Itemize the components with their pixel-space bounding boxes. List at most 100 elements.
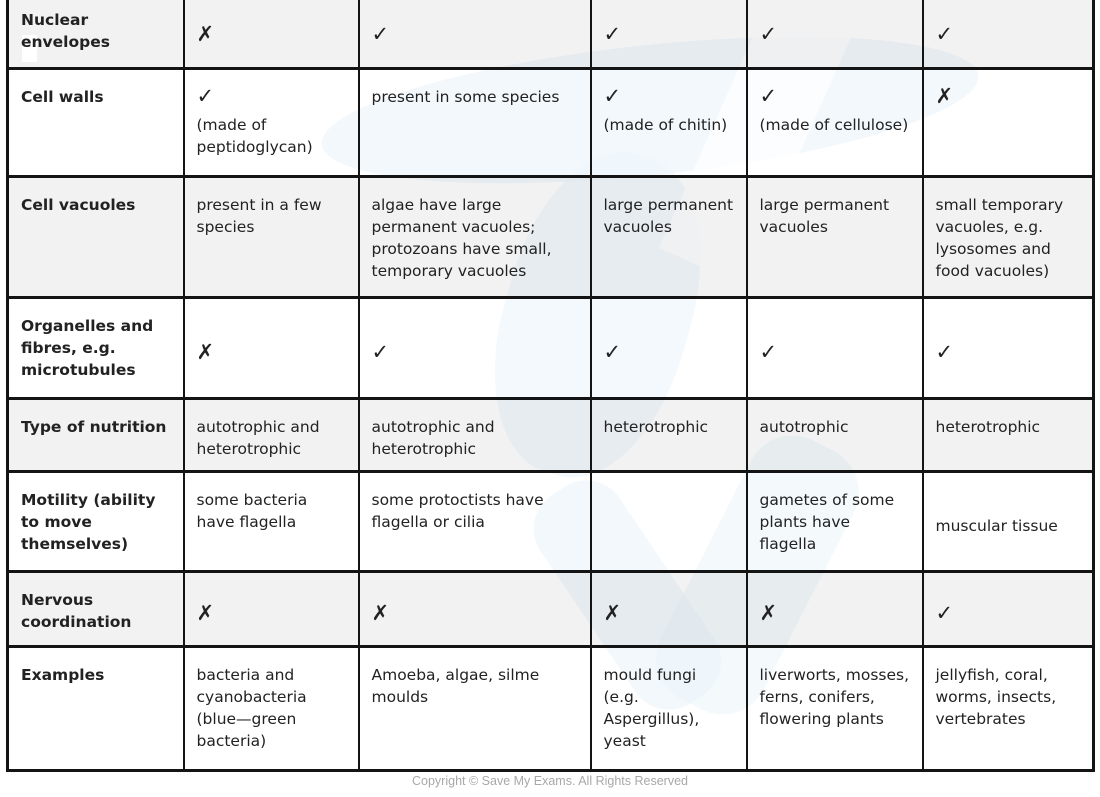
table-row: Cell walls ✓ (made of peptidoglycan) pres… — [6, 67, 1095, 178]
copyright-notice: Copyright © Save My Exams. All Rights Re… — [412, 774, 688, 788]
table-cell: ✗ — [357, 570, 592, 648]
table-row: Cell vacuoles present in a few species a… — [6, 175, 1095, 299]
table-cell: mould fungi (e.g. Aspergillus), yeast — [589, 645, 748, 772]
table-cell: ✓ (made of peptidoglycan) — [182, 67, 360, 178]
table-cell: Amoeba, algae, silme moulds — [357, 645, 592, 772]
row-header-examples: Examples — [6, 645, 185, 772]
check-mark: ✓ — [603, 21, 622, 46]
table-cell: ✓ — [357, 296, 592, 400]
cell-text: autotrophic and heterotrophic — [371, 418, 495, 458]
table-cell: ✗ — [182, 570, 360, 648]
table-cell: ✓ — [589, 296, 748, 400]
cross-mark: ✗ — [935, 84, 954, 108]
cross-mark: ✗ — [196, 21, 215, 46]
cell-text: (made of cellulose) — [759, 116, 909, 134]
row-header-label: Nervous coordination — [21, 591, 132, 631]
row-header-motility: Motility (ability to move themselves) — [6, 470, 185, 573]
cell-text: jellyfish, coral, worms, insects, verteb… — [935, 666, 1057, 728]
table-cell: ✓ (made of cellulose) — [745, 67, 924, 178]
check-mark: ✓ — [603, 84, 622, 108]
check-mark: ✓ — [759, 339, 778, 364]
table-cell: gametes of some plants have flagella — [745, 470, 924, 573]
cell-text: liverworts, mosses, ferns, conifers, flo… — [759, 666, 910, 728]
check-mark: ✓ — [196, 84, 215, 108]
cross-mark: ✗ — [196, 600, 215, 625]
table-cell: ✓ — [745, 0, 924, 70]
cell-text: large permanent vacuoles — [759, 196, 890, 236]
table-cell: ✗ — [589, 570, 748, 648]
table-cell: large permanent vacuoles — [589, 175, 748, 299]
table-cell: muscular tissue — [921, 470, 1095, 573]
table-cell: ✓ — [589, 0, 748, 70]
check-mark: ✓ — [935, 21, 954, 46]
cell-text: some bacteria have flagella — [196, 491, 308, 531]
comparison-table-wrapper: Nuclear envelopes ✗ ✓ ✓ ✓ ✓ Cell walls ✓… — [6, 0, 1095, 772]
cross-mark: ✗ — [603, 600, 622, 625]
cell-text: small temporary vacuoles, e.g. lysosomes… — [935, 196, 1064, 280]
table-cell: jellyfish, coral, worms, insects, verteb… — [921, 645, 1095, 772]
table-cell: ✓ — [921, 0, 1095, 70]
cell-text: algae have large permanent vacuoles; pro… — [371, 196, 552, 280]
row-header-label: Motility (ability to move themselves) — [21, 491, 156, 553]
cell-text: large permanent vacuoles — [603, 196, 734, 236]
cell-text: gametes of some plants have flagella — [759, 491, 895, 553]
table-cell: ✗ — [921, 67, 1095, 178]
table-cell: present in some species — [357, 67, 592, 178]
table-cell: autotrophic and heterotrophic — [357, 397, 592, 473]
cell-text: present in a few species — [196, 196, 322, 236]
highlight-artifact — [22, 35, 37, 62]
check-mark: ✓ — [371, 339, 390, 364]
table-row: Type of nutrition autotrophic and hetero… — [6, 397, 1095, 473]
check-mark: ✓ — [603, 339, 622, 364]
table-cell: ✗ — [182, 296, 360, 400]
table-cell: ✓ — [921, 296, 1095, 400]
table-cell: liverworts, mosses, ferns, conifers, flo… — [745, 645, 924, 772]
check-mark: ✓ — [759, 21, 778, 46]
row-header-organelles: Organelles and fibres, e.g. microtubules — [6, 296, 185, 400]
cell-text: Amoeba, algae, silme moulds — [371, 666, 540, 706]
table-cell: ✓ (made of chitin) — [589, 67, 748, 178]
cell-text: some protoctists have flagella or cilia — [371, 491, 544, 531]
table-cell: present in a few species — [182, 175, 360, 299]
table-cell: ✓ — [921, 570, 1095, 648]
table-row: Examples bacteria and cyanobacteria (blu… — [6, 645, 1095, 772]
table-cell: ✗ — [182, 0, 360, 70]
row-header-label: Type of nutrition — [21, 418, 167, 436]
row-header-label: Cell walls — [21, 88, 104, 106]
table-cell: some bacteria have flagella — [182, 470, 360, 573]
table-row: Organelles and fibres, e.g. microtubules… — [6, 296, 1095, 400]
row-header-label: Nuclear envelopes — [21, 11, 110, 51]
cell-text: autotrophic — [759, 418, 849, 436]
cross-mark: ✗ — [196, 339, 215, 364]
table-cell: heterotrophic — [921, 397, 1095, 473]
cell-text: (made of peptidoglycan) — [196, 116, 313, 156]
row-header-nervous-coordination: Nervous coordination — [6, 570, 185, 648]
table-cell: bacteria and cyanobacteria (blue—green b… — [182, 645, 360, 772]
row-header-cell-vacuoles: Cell vacuoles — [6, 175, 185, 299]
table-row: Nervous coordination ✗ ✗ ✗ ✗ ✓ — [6, 570, 1095, 648]
cell-text: bacteria and cyanobacteria (blue—green b… — [196, 666, 307, 750]
row-header-nuclear-envelopes: Nuclear envelopes — [6, 0, 185, 70]
check-mark: ✓ — [935, 339, 954, 364]
check-mark: ✓ — [935, 600, 954, 625]
table-cell: ✗ — [745, 570, 924, 648]
table-cell: large permanent vacuoles — [745, 175, 924, 299]
cross-mark: ✗ — [759, 600, 778, 625]
cell-text: present in some species — [371, 88, 560, 106]
check-mark: ✓ — [759, 84, 778, 108]
table-cell: ✓ — [357, 0, 592, 70]
table-cell: algae have large permanent vacuoles; pro… — [357, 175, 592, 299]
cell-text: (made of chitin) — [603, 116, 728, 134]
row-header-label: Organelles and fibres, e.g. microtubules — [21, 317, 154, 379]
table-cell: ✓ — [745, 296, 924, 400]
cross-mark: ✗ — [371, 600, 390, 625]
table-cell: autotrophic — [745, 397, 924, 473]
cell-text: muscular tissue — [935, 516, 1058, 535]
row-header-cell-walls: Cell walls — [6, 67, 185, 178]
row-header-type-of-nutrition: Type of nutrition — [6, 397, 185, 473]
row-header-label: Examples — [21, 666, 105, 684]
row-header-label: Cell vacuoles — [21, 196, 136, 214]
check-mark: ✓ — [371, 21, 390, 46]
kingdoms-comparison-table: Nuclear envelopes ✗ ✓ ✓ ✓ ✓ Cell walls ✓… — [6, 0, 1095, 772]
